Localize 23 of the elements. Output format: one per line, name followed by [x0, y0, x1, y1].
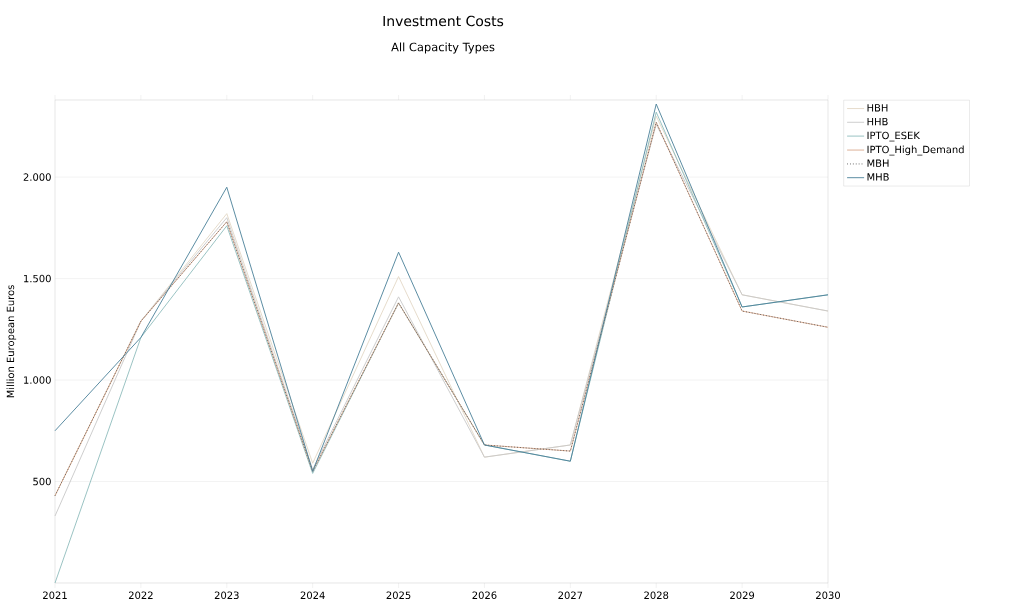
x-tick-label: 2026: [472, 591, 497, 600]
legend-label: HHB: [867, 117, 888, 126]
y-tick-label: 2.000: [23, 173, 51, 181]
x-tick-label: 2024: [300, 591, 325, 600]
y-tick-label: 500: [33, 477, 51, 486]
legend-label: IPTO_High_Demand: [867, 145, 964, 156]
y-axis-title: Million European Euros: [6, 285, 17, 398]
legend-label: MBH: [867, 159, 889, 167]
x-tick-label: 2025: [386, 591, 411, 600]
legend-label: MHB: [867, 173, 889, 181]
x-tick-label: 2022: [128, 591, 153, 600]
chart-subtitle: All Capacity Types: [391, 42, 495, 54]
x-tick-label: 2023: [214, 591, 239, 600]
x-tick-label: 2029: [730, 591, 755, 600]
x-tick-label: 2021: [43, 591, 67, 600]
legend-label: HBH: [867, 104, 888, 112]
x-tick-label: 2027: [558, 591, 583, 600]
x-tick-label: 2028: [644, 591, 669, 600]
chart-title: Investment Costs: [383, 15, 504, 27]
y-tick-label: 1.500: [24, 274, 51, 283]
y-tick-label: 1.000: [24, 376, 51, 384]
legend-label: IPTO_ESEK: [867, 131, 921, 142]
x-tick-label: 2030: [816, 591, 841, 600]
